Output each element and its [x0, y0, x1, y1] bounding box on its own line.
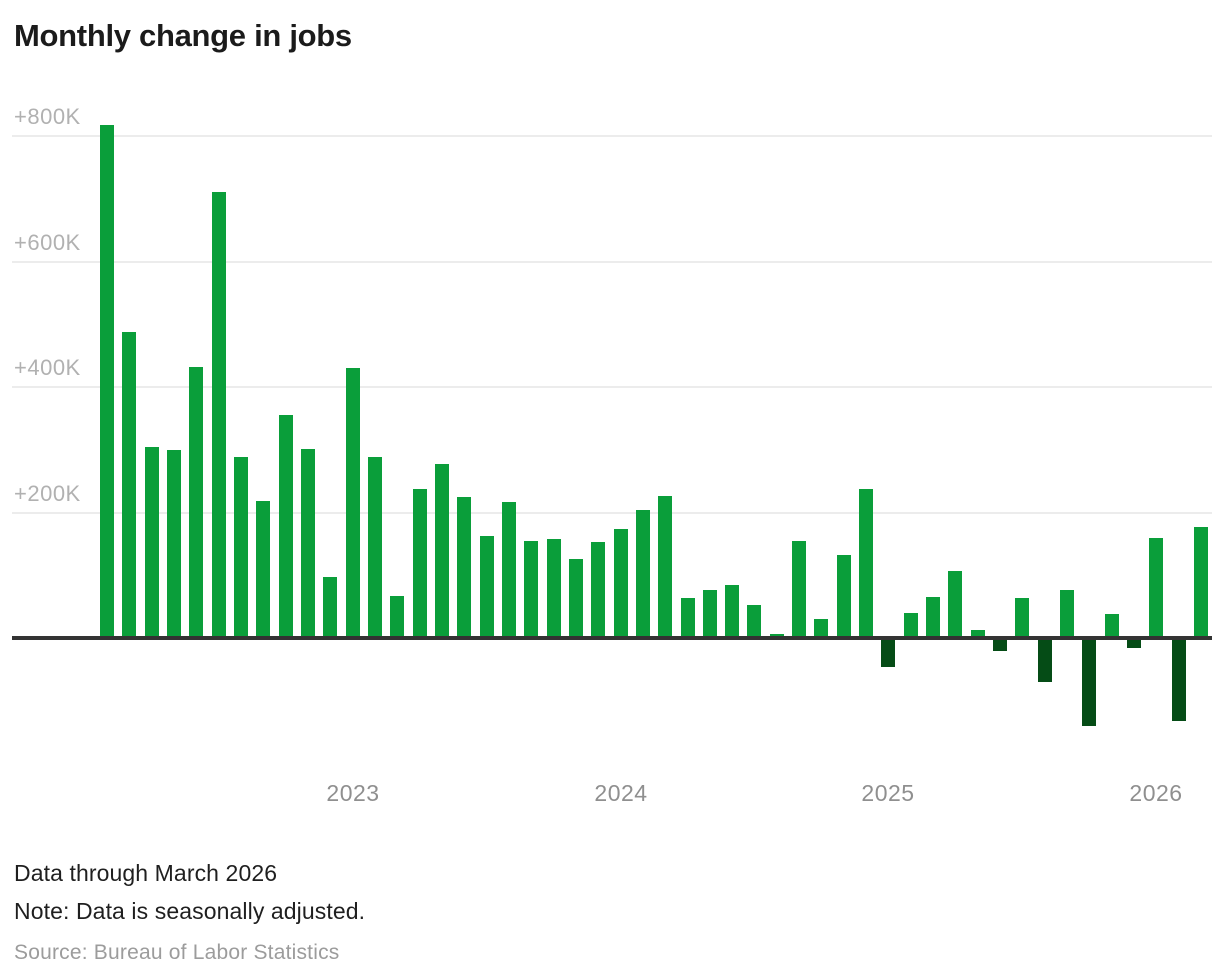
- bar-aug-2022: [234, 457, 248, 638]
- chart-title: Monthly change in jobs: [14, 18, 352, 53]
- bar-oct-2022: [279, 415, 293, 638]
- bar-apr-2022: [145, 447, 159, 638]
- bar-jan-2023: [346, 368, 360, 638]
- bar-nov-2024: [837, 555, 851, 638]
- bar-dec-2022: [323, 577, 337, 638]
- bar-jun-2025: [993, 638, 1007, 651]
- bar-feb-2023: [368, 457, 382, 638]
- bar-nov-2022: [301, 449, 315, 638]
- bar-aug-2023: [502, 502, 516, 638]
- bar-mar-2024: [658, 496, 672, 638]
- bar-jun-2023: [457, 497, 471, 638]
- bar-feb-2025: [904, 613, 918, 638]
- x-axis-label-2025: 2025: [861, 780, 915, 806]
- footnote-data-through: Data through March 2026: [14, 860, 278, 886]
- bar-jan-2025: [881, 638, 895, 667]
- bar-jun-2024: [725, 585, 739, 638]
- bar-jul-2024: [747, 605, 761, 638]
- gridline-400k: [12, 386, 1212, 388]
- y-axis-tick-label: +800K: [14, 104, 81, 129]
- bar-jul-2023: [480, 536, 494, 638]
- bar-dec-2025: [1127, 638, 1141, 648]
- bar-may-2024: [703, 590, 717, 638]
- bar-sep-2022: [256, 501, 270, 638]
- bar-mar-2025: [926, 597, 940, 638]
- zero-axis-line: [12, 636, 1212, 640]
- gridline-800k: [12, 135, 1212, 137]
- bar-apr-2024: [681, 598, 695, 638]
- bar-jul-2025: [1015, 598, 1029, 638]
- bar-apr-2023: [413, 489, 427, 638]
- bar-oct-2023: [547, 539, 561, 638]
- bar-apr-2025: [948, 571, 962, 638]
- bar-feb-2026: [1172, 638, 1186, 721]
- bar-sep-2024: [792, 541, 806, 638]
- bar-mar-2022: [122, 332, 136, 638]
- bar-nov-2023: [569, 559, 583, 638]
- bar-may-2023: [435, 464, 449, 638]
- bar-nov-2025: [1105, 614, 1119, 638]
- gridline-200k: [12, 512, 1212, 514]
- bar-jan-2026: [1149, 538, 1163, 638]
- footnote-source: Source: Bureau of Labor Statistics: [14, 941, 340, 964]
- bar-oct-2024: [814, 619, 828, 638]
- bar-dec-2023: [591, 542, 605, 638]
- bar-jul-2022: [212, 192, 226, 638]
- bar-feb-2022: [100, 125, 114, 638]
- y-axis-tick-label: +200K: [14, 481, 81, 506]
- x-axis-label-2026: 2026: [1129, 780, 1183, 806]
- bar-mar-2023: [390, 596, 404, 638]
- bar-feb-2024: [636, 510, 650, 638]
- x-axis-label-2023: 2023: [326, 780, 380, 806]
- bar-dec-2024: [859, 489, 873, 638]
- y-axis-tick-label: +600K: [14, 230, 81, 255]
- bar-jun-2022: [189, 367, 203, 638]
- footnote-seasonal-note: Note: Data is seasonally adjusted.: [14, 898, 366, 924]
- gridline-600k: [12, 261, 1212, 263]
- bar-oct-2025: [1082, 638, 1096, 726]
- bar-aug-2025: [1038, 638, 1052, 682]
- bar-jan-2024: [614, 529, 628, 638]
- bar-may-2022: [167, 450, 181, 638]
- x-axis-label-2024: 2024: [594, 780, 648, 806]
- bar-sep-2025: [1060, 590, 1074, 638]
- bar-sep-2023: [524, 541, 538, 638]
- y-axis-tick-label: +400K: [14, 355, 81, 380]
- bar-mar-2026: [1194, 527, 1208, 638]
- bar-may-2025: [971, 630, 985, 638]
